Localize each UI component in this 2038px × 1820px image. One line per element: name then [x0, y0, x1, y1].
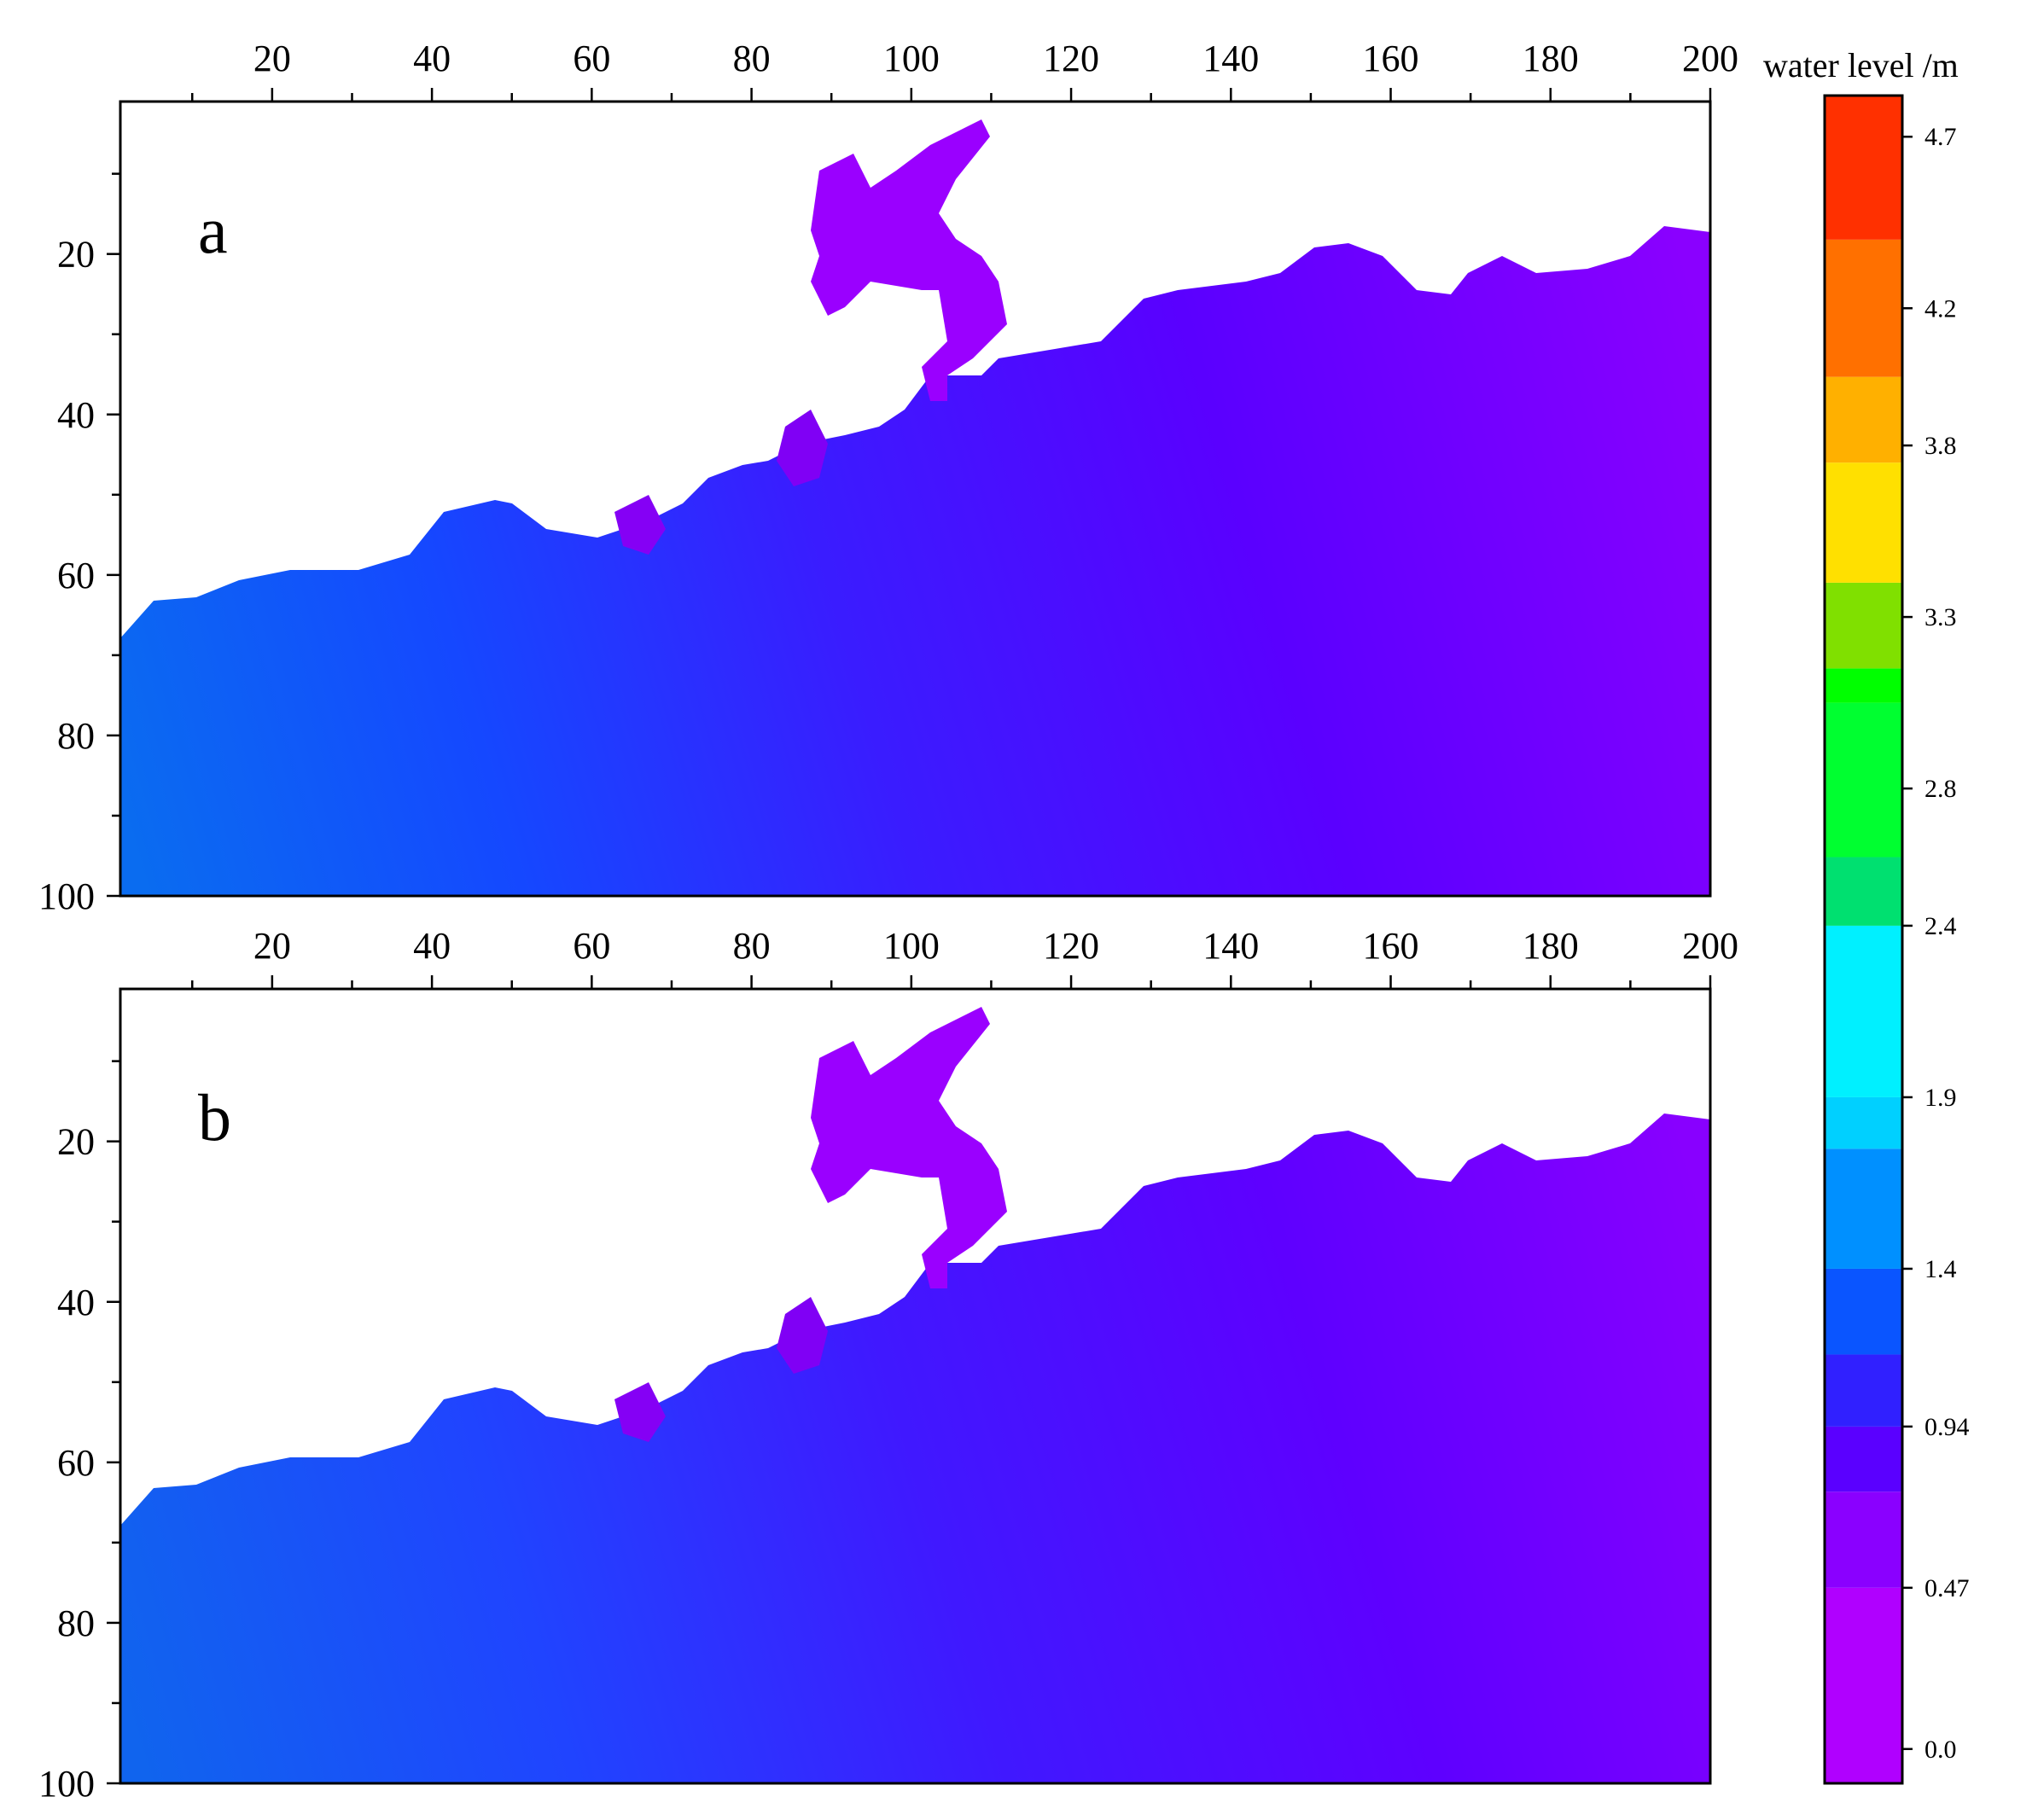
- x-tick-label-b: 160: [1363, 925, 1419, 967]
- colorbar-tick-label: 2.4: [1924, 912, 1957, 940]
- colorbar-tick-label: 0.0: [1924, 1736, 1957, 1764]
- colorbar-tick-label: 3.8: [1924, 432, 1957, 460]
- upper-bay-b: [811, 1007, 1007, 1288]
- x-tick-label-a: 40: [413, 38, 451, 79]
- colorbar-band: [1825, 668, 1902, 703]
- y-tick-label-a: 20: [57, 234, 95, 276]
- panel-b: 20 40 60 80 100 120 140 160 180 200 20 40 60 80 100 b: [38, 925, 1738, 1805]
- colorbar-frame: [1823, 94, 1904, 1785]
- colorbar-tick-label: 4.2: [1924, 294, 1957, 323]
- colorbar: water level /m 0.0 0.47 0.94 1.4 1.9 2.4 2.8 3.…: [1763, 46, 1970, 1785]
- colorbar-tick-label: 4.7: [1924, 123, 1957, 151]
- colorbar-tick-label: 0.94: [1924, 1413, 1970, 1441]
- x-tick-label-b: 40: [413, 925, 451, 967]
- colorbar-tick-label: 3.3: [1924, 603, 1957, 631]
- colorbar-band: [1825, 1426, 1902, 1492]
- panel-label-a: a: [198, 193, 228, 267]
- colorbar-ticks: 0.0 0.47 0.94 1.4 1.9 2.4 2.8 3.3 3.8 4.2 4.7: [1902, 123, 1970, 1764]
- colorbar-band: [1825, 1268, 1902, 1355]
- colorbar-band: [1825, 702, 1902, 858]
- axes-a: 20 40 60 80 100 120 140 160 180 200 20 40 60 80 100: [38, 38, 1738, 917]
- y-tick-label-a: 60: [57, 555, 95, 596]
- colorbar-tick-label: 0.47: [1924, 1574, 1970, 1602]
- colorbar-band: [1825, 239, 1902, 377]
- x-tick-label-b: 60: [573, 925, 610, 967]
- colorbar-title: water level /m: [1763, 46, 1959, 84]
- x-tick-label-b: 200: [1682, 925, 1738, 967]
- water-field-b: [120, 1114, 1710, 1783]
- y-tick-label-a: 40: [57, 394, 95, 436]
- plot-frame-b: [119, 987, 1712, 1785]
- y-tick-label-b: 20: [57, 1121, 95, 1163]
- colorbar-band: [1825, 1148, 1902, 1269]
- y-tick-label-a: 80: [57, 715, 95, 757]
- colorbar-band: [1825, 376, 1902, 463]
- colorbar-tick-label: 1.4: [1924, 1255, 1957, 1283]
- x-tick-label-a: 80: [733, 38, 771, 79]
- y-tick-label-b: 100: [38, 1763, 95, 1805]
- x-tick-label-a: 160: [1363, 38, 1419, 79]
- colorbar-tick-label: 1.9: [1924, 1084, 1957, 1112]
- panel-a: 20 40 60 80 100 120 140 160 180 200 20 40 60 80 100 a: [38, 38, 1738, 917]
- x-tick-label-b: 120: [1043, 925, 1099, 967]
- x-tick-label-a: 120: [1043, 38, 1099, 79]
- inlet-a: [777, 410, 828, 486]
- colorbar-tick-label: 2.8: [1924, 775, 1957, 803]
- x-tick-label-b: 180: [1523, 925, 1579, 967]
- colorbar-band: [1825, 462, 1902, 583]
- colorbar-band: [1825, 1354, 1902, 1427]
- x-tick-label-a: 140: [1202, 38, 1259, 79]
- x-tick-label-a: 200: [1682, 38, 1738, 79]
- inlet-a2: [614, 495, 666, 555]
- axes-b: 20 40 60 80 100 120 140 160 180 200 20 40 60 80 100: [38, 925, 1738, 1805]
- inlet-b2: [614, 1382, 666, 1442]
- colorbar-band: [1825, 96, 1902, 240]
- x-tick-label-b: 140: [1202, 925, 1259, 967]
- colorbar-band: [1825, 857, 1902, 926]
- colorbar-bands: [1825, 96, 1902, 1783]
- y-tick-label-b: 40: [57, 1282, 95, 1323]
- colorbar-band: [1825, 1096, 1902, 1149]
- y-tick-label-a: 100: [38, 875, 95, 917]
- x-tick-label-a: 20: [253, 38, 291, 79]
- x-tick-label-b: 80: [733, 925, 771, 967]
- y-tick-label-b: 60: [57, 1442, 95, 1484]
- water-field-a: [120, 226, 1710, 896]
- colorbar-band: [1825, 1491, 1902, 1588]
- colorbar-band: [1825, 582, 1902, 669]
- x-tick-label-b: 100: [883, 925, 940, 967]
- colorbar-band: [1825, 1587, 1902, 1783]
- y-tick-label-b: 80: [57, 1602, 95, 1644]
- colorbar-band: [1825, 925, 1902, 1097]
- x-tick-label-a: 60: [573, 38, 610, 79]
- upper-bay-a: [811, 119, 1007, 401]
- x-tick-label-b: 20: [253, 925, 291, 967]
- panel-label-b: b: [198, 1080, 231, 1154]
- x-tick-label-a: 100: [883, 38, 940, 79]
- x-tick-label-a: 180: [1523, 38, 1579, 79]
- plot-frame-a: [119, 100, 1712, 898]
- inlet-b: [777, 1297, 828, 1374]
